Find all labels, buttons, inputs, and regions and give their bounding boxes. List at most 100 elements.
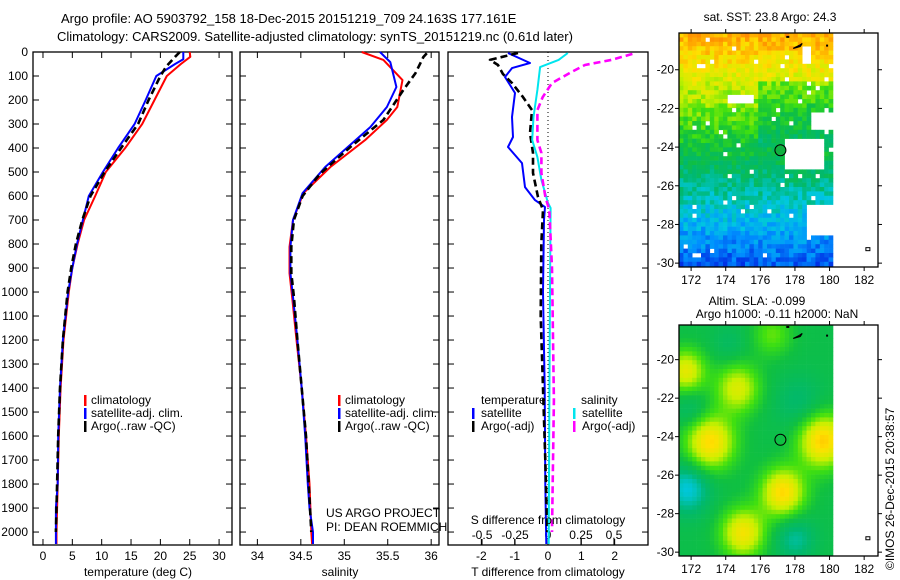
map-cell [701,518,706,524]
map-cell [736,37,741,43]
map-cell [762,217,768,223]
map-cell [696,217,702,223]
map-cell [736,325,741,330]
map-cell [683,257,689,263]
map-cell [789,90,794,95]
map-cell [762,187,768,192]
map-cell [687,213,693,219]
map-cell [762,50,768,56]
sla-map-title: Altim. SLA: -0.099 [709,294,806,308]
map-cell [793,391,799,396]
x-tick-label: 2 [611,549,618,563]
map-cell [753,226,759,232]
map-cell [784,452,790,458]
map-cell [775,195,781,201]
map-cell [775,90,781,95]
map-cell [758,474,763,480]
map-cell [679,377,684,383]
map-cell [740,369,746,374]
map-cell [679,549,684,555]
map-cell [815,178,821,183]
map-cell [718,121,724,126]
map-cell [793,439,799,445]
map-cell [723,231,728,236]
legend-label: climatology [345,393,405,407]
map-cell [771,355,777,361]
map-cell [731,204,737,210]
map-cell [828,474,834,480]
map-cell [696,377,702,383]
map-cell [802,257,807,263]
map-cell [731,355,737,361]
map-cell [736,553,741,557]
map-cell [811,85,816,91]
map-cell [753,386,759,392]
map-cell [687,134,693,139]
map-cell [714,518,719,524]
map-cell [797,355,803,361]
map-cell [762,94,768,100]
map-cell [740,360,746,365]
map-cell [705,46,711,51]
map-cell [701,209,706,214]
map-cell [709,261,715,267]
map-cell [718,518,724,524]
map-cell [784,235,790,241]
map-cell [802,329,807,335]
map-cell [802,483,807,489]
map-cell [736,474,741,480]
map-cell [723,244,728,249]
map-cell [740,426,746,431]
map-cell [705,426,711,431]
map-cell [824,351,829,357]
map-cell [824,347,829,352]
map-cell [696,178,702,183]
map-cell [705,483,711,489]
map-cell [784,59,790,65]
map-cell [745,55,750,60]
map-cell [714,182,719,188]
map-cell [745,421,750,427]
map-cell [780,338,785,343]
map-cell [775,479,781,484]
map-cell [740,182,746,188]
map-cell [815,94,821,100]
map-cell [701,426,706,431]
map-cell [771,231,777,236]
map-cell [705,443,711,449]
map-cell [731,514,737,519]
map-cell [709,448,715,453]
map-cell [802,347,807,352]
map-cell [802,395,807,401]
map-cell [714,239,719,245]
depth-tick-label: 1800 [1,477,28,491]
map-cell [687,443,693,449]
map-cell [731,151,737,157]
plot-frame [239,51,440,546]
map-cell [784,116,790,122]
map-cell [775,496,781,502]
map-cell [797,50,803,56]
map-cell [793,182,799,188]
map-cell [784,483,790,489]
map-cell [753,342,759,348]
map-cell [775,465,781,471]
map-cell [767,377,772,383]
map-cell [780,261,785,267]
map-cell [745,395,750,401]
series-line-temperature-satellite [504,52,548,545]
map-cell [692,355,697,361]
map-cell [749,373,755,379]
map-cell [815,439,821,445]
map-cell [824,156,829,161]
map-cell [758,426,763,431]
map-cell [780,439,785,445]
map-cell [811,41,816,47]
map-cell [824,235,829,241]
map-cell [718,448,724,453]
map-cell [793,474,799,480]
map-cell [692,501,697,506]
map-cell [767,50,772,56]
map-cell [723,527,728,533]
map-cell [701,173,706,179]
